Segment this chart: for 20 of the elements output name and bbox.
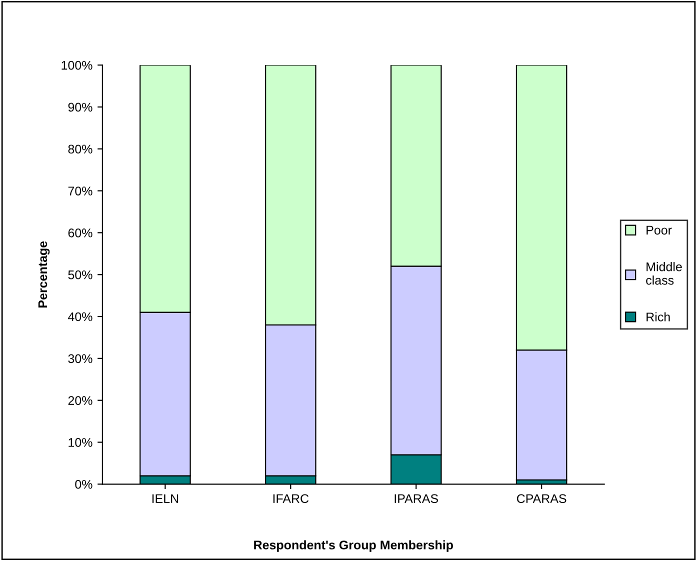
y-tick-label: 20% <box>68 396 92 405</box>
y-axis-title: Percentage <box>38 241 50 308</box>
y-tick-label: 40% <box>68 312 92 322</box>
legend-label: Middle class <box>646 262 682 285</box>
y-tick-label: 0% <box>75 480 92 489</box>
y-tick-label: 30% <box>68 354 92 364</box>
legend-label: Poor <box>646 226 672 235</box>
y-tick-label: 50% <box>68 270 92 280</box>
x-tick-label: IELN <box>152 494 178 503</box>
y-tick-label: 100% <box>62 60 92 70</box>
y-tick-label: 10% <box>68 438 92 447</box>
x-tick-label: CPARAS <box>516 494 566 504</box>
legend-label: Rich <box>646 312 670 322</box>
y-tick-label: 70% <box>68 186 92 196</box>
y-tick-label: 80% <box>68 144 92 154</box>
x-tick-label: IFARC <box>273 494 309 504</box>
x-axis-title: Respondent's Group Membership <box>254 540 453 552</box>
x-tick-label: IPARAS <box>394 494 438 504</box>
y-tick-label: 60% <box>68 228 92 238</box>
y-tick-label: 90% <box>68 102 92 112</box>
